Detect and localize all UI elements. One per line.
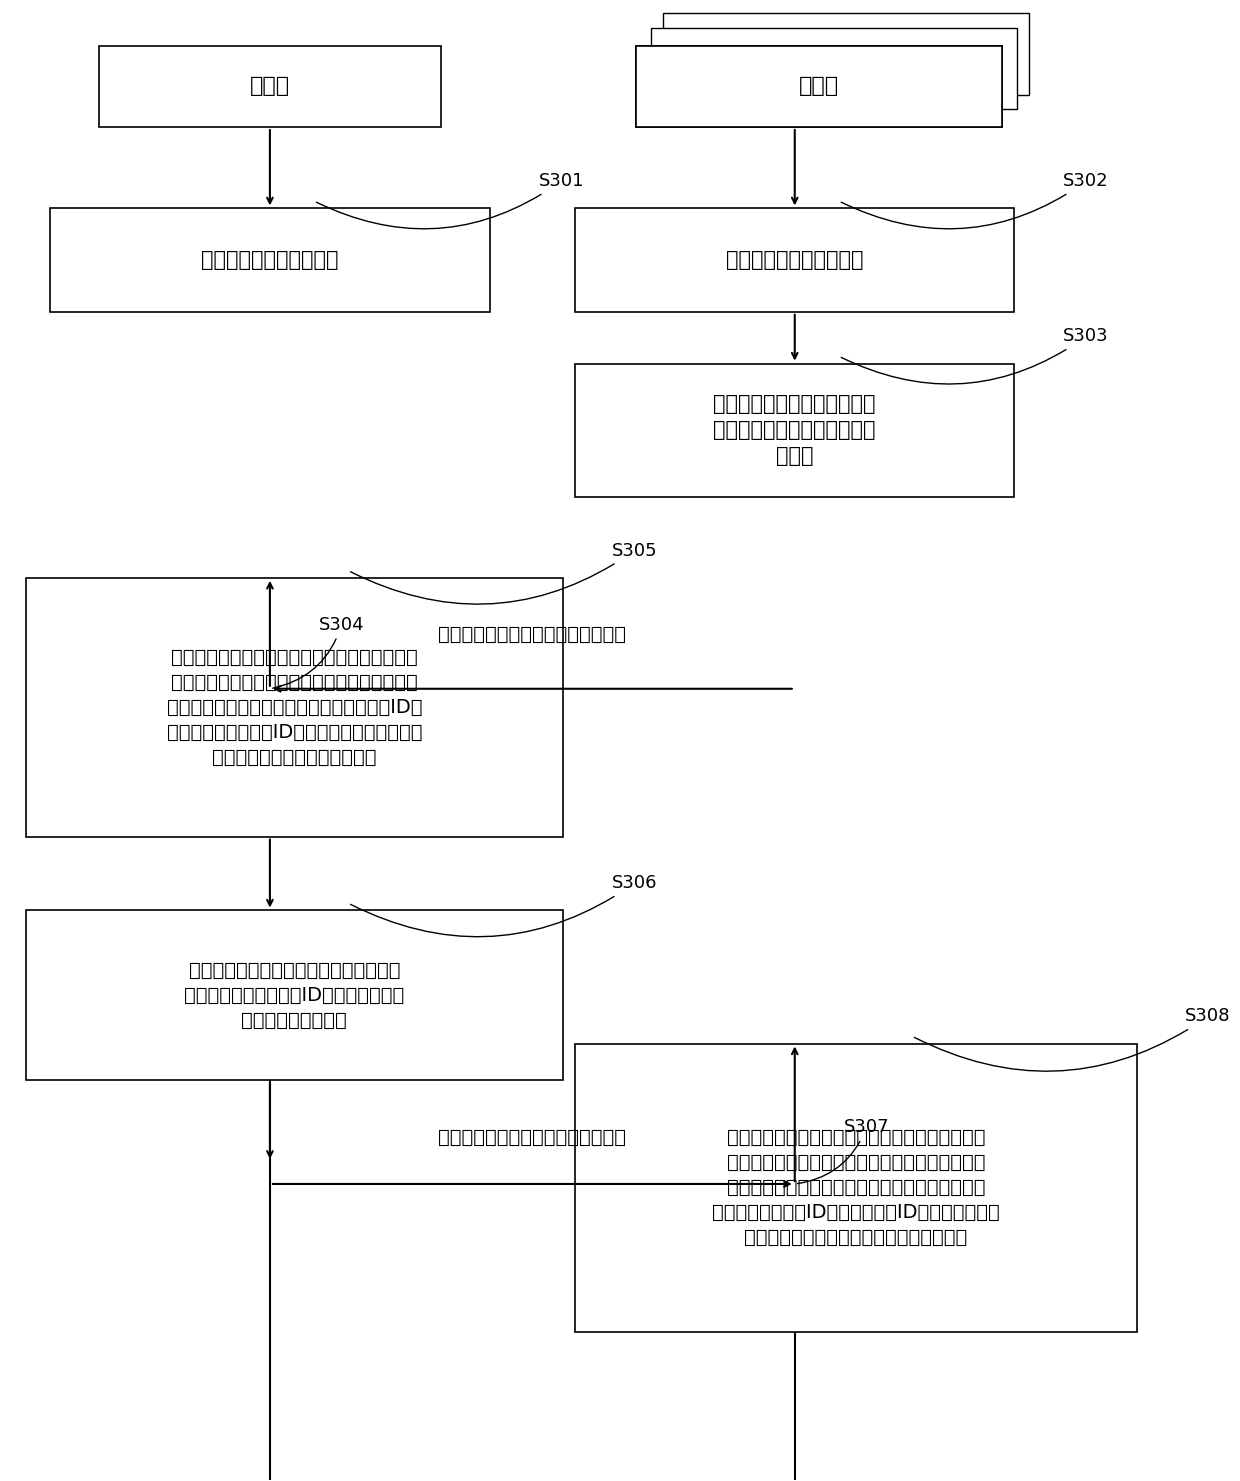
Text: S303: S303 [841, 327, 1109, 384]
Text: 根据第一从设备的当前信息生
成第二消息，验证第二消息的
完整性: 根据第一从设备的当前信息生 成第二消息，验证第二消息的 完整性 [713, 394, 875, 467]
FancyBboxPatch shape [663, 13, 1029, 95]
Text: 主设备判断第二消息是否完整；若完整，则判断
第一从设备的设备类型与主设备的预设设备类型
是否相匹配；若匹配，则判断第一从设备的ID与
主设备的预设从设备ID是否: 主设备判断第二消息是否完整；若完整，则判断 第一从设备的设备类型与主设备的预设设… [166, 647, 422, 767]
FancyBboxPatch shape [636, 46, 1002, 127]
FancyBboxPatch shape [575, 363, 1014, 496]
Text: 启用通信模块的硬件接口: 启用通信模块的硬件接口 [201, 250, 339, 270]
Text: S305: S305 [351, 542, 657, 604]
Text: S307: S307 [797, 1118, 889, 1183]
Text: 根据主设备的当前信息生成第一消息，第
一消息包括第二从设备ID和有效载荷；验
证第一消息的完整性: 根据主设备的当前信息生成第一消息，第 一消息包括第二从设备ID和有效载荷；验 证… [185, 961, 404, 1029]
Text: S301: S301 [316, 172, 584, 230]
Text: S304: S304 [273, 616, 365, 689]
Text: 从设备: 从设备 [799, 77, 839, 96]
Text: 通过单个信道接收主设备广播的第一消息；判断第
一消息是否完整；若完整，则判断第一从设备的设
备类型与第二从设备类型是否相匹配；若匹配，则
判断第一从设备的ID与: 通过单个信道接收主设备广播的第一消息；判断第 一消息是否完整；若完整，则判断第一… [712, 1129, 999, 1247]
FancyBboxPatch shape [26, 911, 563, 1081]
FancyBboxPatch shape [651, 28, 1017, 110]
Text: 将验证通过的第一消息广播给从设备: 将验证通过的第一消息广播给从设备 [438, 1129, 626, 1146]
FancyBboxPatch shape [636, 46, 1002, 127]
FancyBboxPatch shape [99, 46, 440, 127]
FancyBboxPatch shape [575, 1044, 1137, 1331]
Text: S308: S308 [914, 1007, 1231, 1071]
FancyBboxPatch shape [26, 578, 563, 837]
Text: 主设备: 主设备 [249, 77, 290, 96]
Text: 将验证通过的第二消息发送给主设备: 将验证通过的第二消息发送给主设备 [438, 625, 626, 644]
FancyBboxPatch shape [575, 209, 1014, 312]
Text: S302: S302 [841, 172, 1109, 230]
Text: 启用通信模块的硬件接口: 启用通信模块的硬件接口 [725, 250, 863, 270]
Text: S306: S306 [351, 874, 657, 937]
FancyBboxPatch shape [50, 209, 490, 312]
